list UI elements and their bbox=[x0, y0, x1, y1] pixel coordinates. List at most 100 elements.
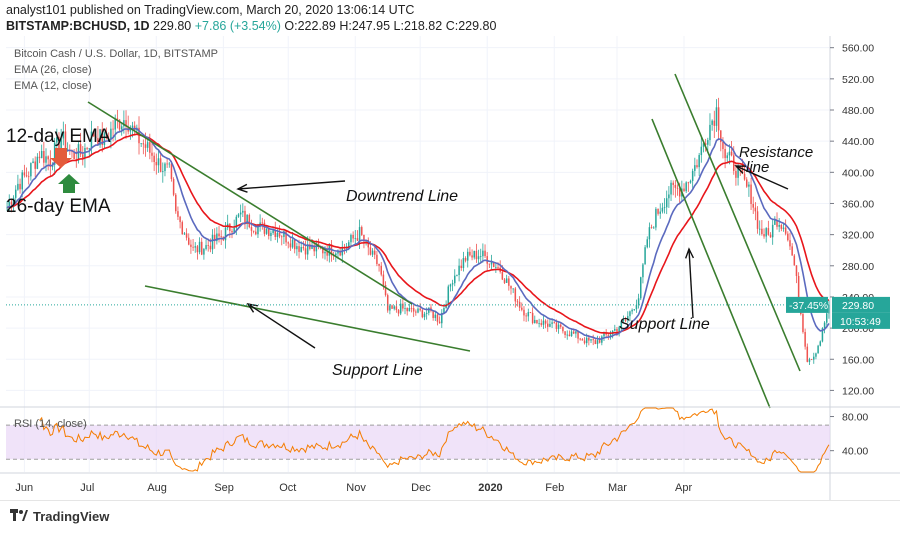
candle-body bbox=[657, 208, 659, 214]
candle-body bbox=[631, 309, 633, 312]
candle-body bbox=[337, 251, 339, 254]
candle-body bbox=[559, 324, 562, 327]
candle-body bbox=[350, 234, 352, 243]
candle-body bbox=[752, 203, 754, 208]
candle-body bbox=[635, 304, 638, 310]
candle-body bbox=[449, 284, 452, 287]
resistance-line bbox=[674, 73, 801, 372]
candle-body bbox=[479, 256, 482, 258]
candle-body bbox=[486, 256, 488, 264]
price-chart[interactable]: 12-day EMA 26-day EMA Downtrend Line Suppor… bbox=[0, 36, 900, 500]
candle-body bbox=[806, 346, 809, 362]
candle-body bbox=[726, 155, 729, 159]
candle-body bbox=[754, 207, 757, 212]
time-axis-label: Feb bbox=[545, 482, 564, 494]
candle-body bbox=[25, 175, 28, 177]
support-arrow-1-head bbox=[246, 303, 258, 313]
candle-body bbox=[280, 236, 283, 238]
candle-body bbox=[577, 331, 579, 339]
candle-body bbox=[497, 267, 499, 268]
candle-body bbox=[194, 246, 196, 248]
candle-body bbox=[436, 314, 439, 322]
symbol-label: BITSTAMP:BCHUSD, 1D bbox=[6, 19, 150, 33]
candle-body bbox=[765, 228, 767, 237]
candle-body bbox=[181, 222, 184, 235]
candle-body bbox=[825, 313, 828, 323]
candle-body bbox=[659, 211, 661, 214]
candle-body bbox=[428, 307, 430, 313]
price-tick-label: 480.00 bbox=[842, 105, 874, 117]
candle-body bbox=[564, 331, 566, 336]
candle-body bbox=[720, 130, 722, 143]
candle-body bbox=[306, 244, 309, 255]
candle-body bbox=[793, 255, 796, 266]
candle-body bbox=[810, 359, 813, 361]
support-line-1 bbox=[144, 285, 471, 352]
candle-body bbox=[203, 248, 205, 255]
candle-body bbox=[99, 129, 101, 146]
candle-body bbox=[713, 120, 716, 126]
time-axis-label: 2020 bbox=[478, 482, 502, 494]
candle-body bbox=[544, 320, 547, 324]
candle-body bbox=[421, 310, 424, 318]
candle-body bbox=[477, 256, 480, 260]
candle-body bbox=[73, 151, 75, 160]
candle-body bbox=[607, 334, 610, 336]
candle-body bbox=[482, 250, 484, 257]
candle-body bbox=[627, 316, 629, 321]
candle-body bbox=[43, 151, 45, 163]
candle-body bbox=[90, 131, 93, 149]
candle-body bbox=[676, 187, 679, 189]
candle-body bbox=[702, 143, 705, 147]
candle-body bbox=[146, 142, 149, 148]
candle-body bbox=[291, 239, 294, 248]
candle-body bbox=[523, 309, 525, 316]
candle-body bbox=[159, 158, 162, 172]
candle-body bbox=[700, 146, 703, 156]
candle-body bbox=[17, 183, 19, 190]
candle-body bbox=[733, 155, 735, 171]
candle-body bbox=[624, 319, 627, 321]
candle-body bbox=[34, 161, 36, 169]
candle-body bbox=[62, 131, 65, 139]
candle-body bbox=[549, 323, 551, 327]
candle-body bbox=[8, 201, 11, 208]
candle-body bbox=[246, 214, 248, 223]
candle-body bbox=[209, 245, 212, 250]
candle-body bbox=[211, 234, 214, 250]
candle-body bbox=[261, 222, 264, 224]
rsi-line bbox=[39, 407, 830, 473]
candle-body bbox=[650, 227, 653, 228]
candle-body bbox=[570, 331, 573, 337]
candle-body bbox=[538, 323, 540, 324]
candle-body bbox=[125, 120, 127, 127]
candle-body bbox=[168, 163, 171, 165]
candle-body bbox=[672, 182, 674, 185]
candle-body bbox=[432, 310, 434, 318]
candle-body bbox=[322, 248, 324, 254]
candle-body bbox=[704, 143, 707, 145]
candle-body bbox=[105, 133, 108, 139]
candle-body bbox=[451, 283, 454, 285]
high-value: H:247.95 bbox=[339, 19, 391, 33]
candle-body bbox=[745, 179, 748, 187]
ema26-up-arrow-icon bbox=[58, 174, 80, 193]
candle-body bbox=[503, 279, 506, 283]
legend-ema26: EMA (26, close) bbox=[14, 64, 92, 76]
candle-body bbox=[694, 165, 696, 171]
candle-body bbox=[585, 337, 588, 344]
candle-body bbox=[235, 216, 238, 228]
change-badge bbox=[786, 296, 828, 313]
candle-body bbox=[642, 264, 644, 278]
candle-body bbox=[730, 151, 733, 156]
candle-body bbox=[685, 182, 687, 192]
candle-body bbox=[88, 148, 91, 150]
candle-body bbox=[406, 308, 408, 312]
candle-body bbox=[782, 227, 785, 229]
candle-body bbox=[795, 265, 798, 276]
candle-body bbox=[419, 308, 421, 311]
candle-body bbox=[60, 138, 62, 150]
candle-body bbox=[27, 176, 30, 178]
candle-body bbox=[399, 303, 402, 314]
price-tick-label: 120.00 bbox=[842, 385, 874, 397]
